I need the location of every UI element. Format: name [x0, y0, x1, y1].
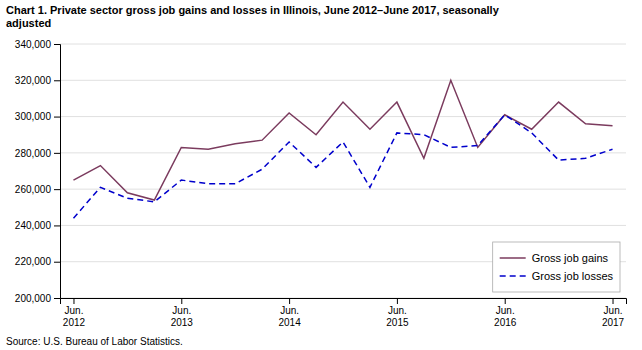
- lines: [73, 80, 612, 218]
- legend-swatch: [500, 257, 526, 259]
- y-tick-mark: [54, 44, 60, 45]
- annotation: Source: U.S. Bureau of Labor Statistics.: [6, 336, 183, 347]
- x-tick-label: Jun.2016: [494, 305, 517, 328]
- x-tick-mark: [397, 298, 398, 304]
- x-tick-label: Jun.2017: [602, 305, 625, 328]
- x-tick-label: Jun.2015: [386, 305, 409, 328]
- x-tick-label: Jun.2014: [278, 305, 301, 328]
- grid-line: [60, 152, 626, 153]
- plot: 200,000 220,000 240,000 260,000 280,000 300,0…: [15, 39, 627, 328]
- y-tick-label: 300,000: [15, 111, 52, 122]
- grid-line: [60, 225, 626, 226]
- x-tick-label: Jun.2013: [171, 305, 194, 328]
- y-tick: 220,000: [15, 256, 60, 267]
- y-tick-mark: [54, 189, 60, 190]
- grid-line: [60, 189, 626, 190]
- legend-label: Gross job gains: [532, 252, 609, 264]
- grid: [60, 44, 626, 298]
- x-tick: Jun.2015: [386, 298, 409, 328]
- x-tick: Jun.2016: [494, 298, 517, 328]
- grid-line: [60, 44, 626, 45]
- legend-box: [493, 242, 620, 292]
- legend: Gross job gains Gross job losses: [493, 242, 620, 292]
- x-axis: Jun.2012 Jun.2013 Jun.2014 Jun.2015 Jun.2016…: [61, 298, 627, 328]
- x-tick: Jun.2014: [278, 298, 301, 328]
- x-tick: Jun.2013: [171, 298, 194, 328]
- y-tick: 280,000: [15, 148, 60, 159]
- grid-line: [60, 80, 626, 81]
- x-tick-mark: [613, 298, 614, 304]
- title: Chart 1. Private sector gross job gains …: [6, 4, 500, 29]
- y-tick-label: 340,000: [15, 39, 52, 50]
- y-tick-mark: [54, 117, 60, 118]
- y-tick-label: 240,000: [15, 220, 52, 231]
- y-tick: 340,000: [15, 39, 60, 50]
- series-line: [73, 80, 612, 200]
- y-tick-label: 200,000: [15, 293, 52, 304]
- y-tick: 200,000: [15, 293, 60, 304]
- series-line: [73, 115, 612, 218]
- legend-swatch: [500, 275, 526, 277]
- x-axis-line: [61, 299, 627, 305]
- y-tick-label: 320,000: [15, 75, 52, 86]
- x-tick-mark: [181, 298, 182, 304]
- y-tick-mark: [54, 80, 60, 81]
- x-tick: Jun.2017: [602, 298, 625, 328]
- x-tick-mark: [73, 298, 74, 304]
- y-tick-mark: [54, 262, 60, 263]
- y-tick-label: 260,000: [15, 184, 52, 195]
- y-axis-line: [54, 45, 61, 299]
- y-tick-mark: [54, 298, 60, 299]
- y-tick: 260,000: [15, 184, 60, 195]
- x-tick: Jun.2012: [63, 298, 86, 328]
- grid-line: [60, 116, 626, 117]
- y-tick: 240,000: [15, 220, 60, 231]
- y-tick: 320,000: [15, 75, 60, 86]
- y-axis: 200,000 220,000 240,000 260,000 280,000 300,0…: [15, 39, 61, 304]
- legend-label: Gross job losses: [532, 270, 614, 282]
- chart: Chart 1. Private sector gross job gains …: [0, 0, 642, 350]
- y-tick-label: 280,000: [15, 148, 52, 159]
- x-tick-mark: [289, 298, 290, 304]
- x-tick-mark: [505, 298, 506, 304]
- y-tick-mark: [54, 153, 60, 154]
- x-tick-label: Jun.2012: [63, 305, 86, 328]
- y-tick-label: 220,000: [15, 256, 52, 267]
- y-tick-mark: [54, 225, 60, 226]
- y-tick: 300,000: [15, 111, 60, 122]
